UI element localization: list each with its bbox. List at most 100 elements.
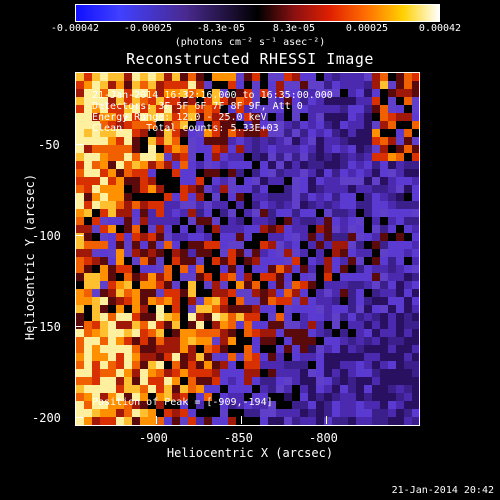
heatmap-cell xyxy=(140,329,148,337)
heatmap-cell xyxy=(316,89,324,97)
heatmap-cell xyxy=(324,289,332,297)
heatmap-cell xyxy=(124,225,132,233)
heatmap-cell xyxy=(276,361,284,369)
heatmap-cell xyxy=(388,209,396,217)
heatmap-cell xyxy=(204,273,212,281)
heatmap-cell xyxy=(332,161,340,169)
heatmap-cell xyxy=(148,345,156,353)
heatmap-cell xyxy=(132,105,140,113)
heatmap-cell xyxy=(92,241,100,249)
heatmap-cell xyxy=(116,249,124,257)
heatmap-cell xyxy=(308,161,316,169)
heatmap-cell xyxy=(76,265,84,273)
heatmap-cell xyxy=(388,417,396,425)
heatmap-cell xyxy=(372,137,380,145)
heatmap-cell xyxy=(196,129,204,137)
annotation-counts: Clean Total counts: 5.33E+03 xyxy=(92,123,279,134)
heatmap-cell xyxy=(84,153,92,161)
heatmap-cell xyxy=(212,185,220,193)
heatmap-cell xyxy=(228,281,236,289)
heatmap-cell xyxy=(244,73,252,81)
heatmap-cell xyxy=(84,225,92,233)
heatmap-cell xyxy=(356,257,364,265)
heatmap-cell xyxy=(92,361,100,369)
heatmap-cell xyxy=(316,105,324,113)
heatmap-cell xyxy=(300,81,308,89)
heatmap-cell xyxy=(180,153,188,161)
heatmap-cell xyxy=(268,393,276,401)
heatmap-cell xyxy=(76,241,84,249)
x-tick-label: -800 xyxy=(309,431,338,445)
heatmap-cell xyxy=(148,241,156,249)
heatmap-cell xyxy=(292,193,300,201)
heatmap-cell xyxy=(124,281,132,289)
heatmap-cell xyxy=(116,337,124,345)
heatmap-cell xyxy=(132,289,140,297)
heatmap-cell xyxy=(404,233,412,241)
heatmap-cell xyxy=(284,329,292,337)
heatmap-cell xyxy=(148,257,156,265)
heatmap-cell xyxy=(124,249,132,257)
heatmap-cell xyxy=(372,265,380,273)
heatmap-cell xyxy=(380,393,388,401)
heatmap-cell xyxy=(300,249,308,257)
heatmap-cell xyxy=(108,113,116,121)
heatmap-cell xyxy=(212,129,220,137)
heatmap-cell xyxy=(316,313,324,321)
heatmap-cell xyxy=(180,105,188,113)
heatmap-cell xyxy=(76,161,84,169)
heatmap-cell xyxy=(204,289,212,297)
heatmap-cell xyxy=(348,385,356,393)
heatmap-cell xyxy=(324,257,332,265)
heatmap-cell xyxy=(260,145,268,153)
heatmap-cell xyxy=(388,385,396,393)
heatmap-cell xyxy=(228,73,236,81)
heatmap-cell xyxy=(92,377,100,385)
heatmap-cell xyxy=(364,225,372,233)
heatmap-cell xyxy=(228,385,236,393)
heatmap-cell xyxy=(364,249,372,257)
heatmap-cell xyxy=(92,105,100,113)
heatmap-cell xyxy=(340,121,348,129)
heatmap-cell xyxy=(268,321,276,329)
heatmap-cell xyxy=(164,185,172,193)
heatmap-cell xyxy=(228,145,236,153)
heatmap-cell xyxy=(388,201,396,209)
heatmap-cell xyxy=(188,241,196,249)
heatmap-cell xyxy=(308,257,316,265)
heatmap-cell xyxy=(340,169,348,177)
heatmap-cell xyxy=(92,345,100,353)
heatmap-cell xyxy=(140,217,148,225)
heatmap-cell xyxy=(124,193,132,201)
heatmap-cell xyxy=(196,401,204,409)
heatmap-cell xyxy=(372,113,380,121)
heatmap-cell xyxy=(388,89,396,97)
heatmap-cell xyxy=(84,417,92,425)
heatmap-cell xyxy=(124,169,132,177)
heatmap-cell xyxy=(164,217,172,225)
heatmap-cell xyxy=(100,241,108,249)
heatmap-cell xyxy=(100,401,108,409)
heatmap-cell xyxy=(236,409,244,417)
heatmap-cell xyxy=(108,321,116,329)
heatmap-cell xyxy=(124,313,132,321)
heatmap-cell xyxy=(300,329,308,337)
heatmap-cell xyxy=(404,81,412,89)
heatmap-cell xyxy=(412,193,419,201)
heatmap-cell xyxy=(76,113,84,121)
heatmap-cell xyxy=(84,249,92,257)
heatmap-cell xyxy=(404,209,412,217)
heatmap-cell xyxy=(284,393,292,401)
heatmap-cell xyxy=(316,369,324,377)
heatmap-cell xyxy=(396,361,404,369)
heatmap-cell xyxy=(276,89,284,97)
heatmap-cell xyxy=(340,217,348,225)
heatmap-cell xyxy=(172,377,180,385)
heatmap-cell xyxy=(300,409,308,417)
heatmap-cell xyxy=(100,105,108,113)
heatmap-cell xyxy=(140,321,148,329)
heatmap-cell xyxy=(204,153,212,161)
heatmap-cell xyxy=(348,289,356,297)
heatmap-cell xyxy=(244,401,252,409)
heatmap-cell xyxy=(364,337,372,345)
